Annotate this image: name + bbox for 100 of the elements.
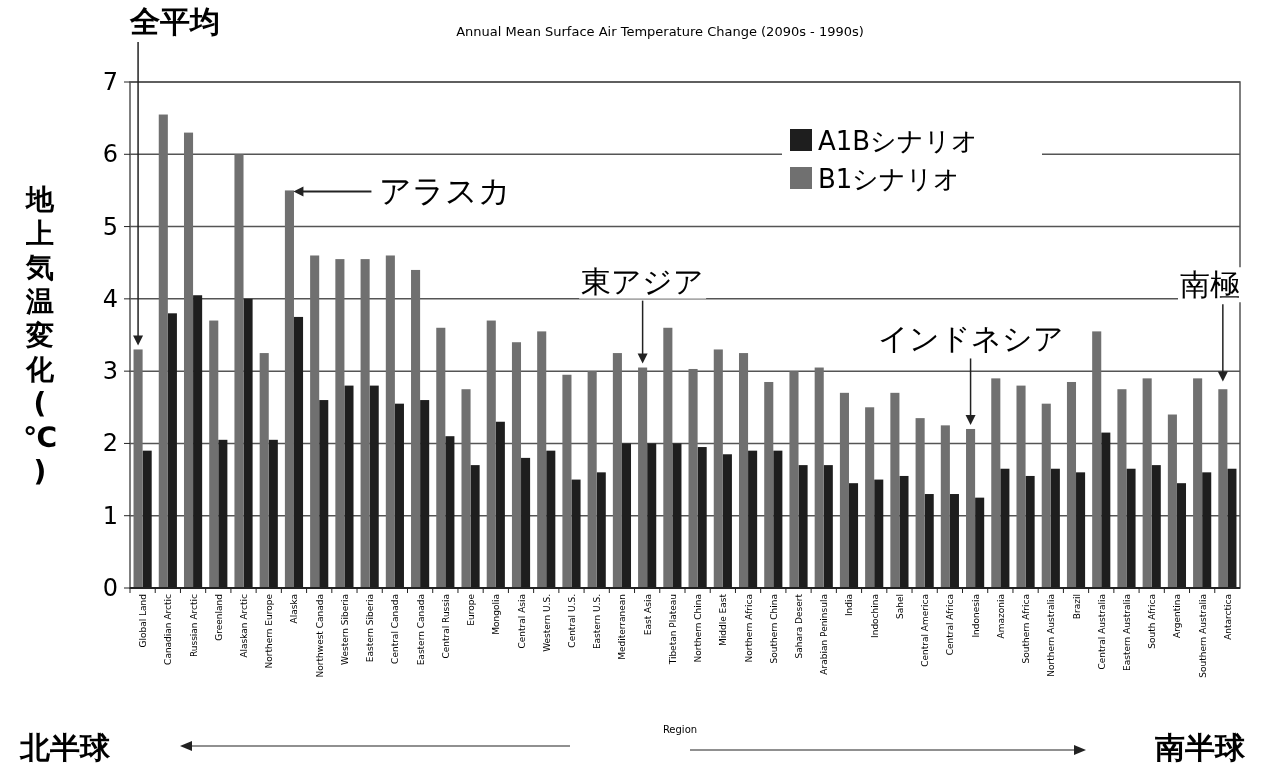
bar: [537, 331, 547, 588]
x-tick-label: Middle East: [718, 593, 729, 647]
x-tick-label: Western U.S.: [541, 594, 552, 652]
x-tick-label: Alaska: [289, 594, 300, 624]
bar: [310, 255, 320, 588]
x-tick-label: Central U.S.: [566, 594, 577, 648]
bar: [284, 190, 294, 588]
x-tick-label: Eastern Siberia: [365, 594, 376, 663]
bar: [789, 371, 799, 588]
bar: [385, 255, 395, 588]
x-axis-title: Region: [662, 724, 698, 735]
x-tick-label: Sahel: [894, 594, 905, 619]
bar: [764, 381, 774, 588]
x-tick-label: Western Siberia: [339, 594, 350, 665]
x-tick-label: Northwest Canada: [314, 594, 325, 678]
x-tick-label: Central Africa: [945, 594, 956, 656]
bar: [814, 367, 824, 588]
bar: [486, 320, 496, 588]
bar: [839, 392, 849, 588]
x-tick-label: Central America: [920, 594, 931, 667]
text: 南半球: [1155, 730, 1246, 765]
x-tick-label: Alaskan Arctic: [239, 593, 250, 658]
x-tick-label: Europe: [466, 593, 477, 626]
bar: [511, 342, 522, 588]
bar: [1142, 378, 1152, 588]
x-tick-label: South Africa: [1147, 594, 1158, 649]
bar: [133, 349, 143, 588]
x-tick-label: Tibetan Plateau: [667, 594, 678, 666]
text: 北半球: [19, 730, 111, 765]
x-tick-label: Northern Australia: [1046, 594, 1057, 677]
bar: [638, 367, 648, 588]
annotation: 南極: [1180, 267, 1240, 303]
x-tick-label: Amazonia: [995, 594, 1006, 639]
x-tick-label: Eastern U.S.: [592, 594, 603, 650]
bar: [940, 425, 950, 588]
x-tick-label: Mongolia: [491, 594, 502, 635]
bar: [738, 353, 749, 588]
bar: [234, 154, 244, 588]
bar: [335, 259, 345, 588]
bar: [991, 378, 1001, 588]
bar: [158, 114, 168, 588]
x-tick-label: East Asia: [642, 594, 653, 636]
x-tick-label: Northern Europe: [264, 593, 275, 669]
x-tick-label: India: [844, 594, 855, 617]
bar: [966, 428, 976, 588]
legend-label: A1Bシナリオ: [818, 126, 979, 156]
x-tick-label: Global Land: [138, 594, 149, 648]
x-tick-label: Northern Africa: [743, 594, 754, 663]
bar: [663, 327, 673, 588]
bar: [209, 320, 219, 588]
y-tick-label: 3: [102, 357, 118, 386]
bar: [436, 327, 446, 588]
x-tick-label: Eastern Canada: [415, 594, 426, 666]
x-tick-label: Indonesia: [970, 594, 981, 638]
x-tick-label: Central Russia: [440, 594, 451, 659]
y-tick-label: 1: [102, 501, 118, 530]
bar: [890, 392, 900, 588]
x-tick-label: Central Asia: [516, 594, 527, 649]
bar: [1117, 389, 1127, 588]
bar: [688, 368, 698, 588]
x-tick-label: Brazil: [1071, 594, 1082, 620]
bar: [461, 389, 471, 588]
bar: [562, 374, 572, 588]
text: 地上気温変化(℃): [23, 183, 57, 488]
x-tick-label: Indochina: [869, 594, 880, 638]
x-tick-label: Russian Arctic: [188, 593, 199, 658]
bar: [1016, 385, 1026, 588]
x-tick-label: Eastern Australia: [1121, 594, 1132, 671]
bar: [612, 353, 622, 588]
bar: [259, 353, 269, 588]
bar: [1193, 378, 1203, 588]
bar: [411, 269, 421, 588]
bar: [1066, 381, 1077, 588]
bar: [915, 418, 925, 588]
annotation: インドネシア: [877, 321, 1064, 357]
y-tick-label: 6: [102, 140, 118, 169]
x-tick-label: Central Australia: [1096, 594, 1107, 670]
annotation: アラスカ: [379, 172, 512, 211]
annotation: 東アジア: [581, 263, 705, 299]
y-tick-label: 2: [102, 429, 118, 458]
bar: [713, 349, 723, 588]
x-tick-label: Southern Africa: [1021, 594, 1032, 664]
x-tick-label: Mediterranean: [617, 594, 628, 660]
x-tick-label: Greenland: [213, 594, 224, 641]
bar: [360, 259, 370, 588]
x-tick-label: Central Canada: [390, 594, 401, 664]
x-tick-label: Canadian Arctic: [163, 593, 174, 665]
bar: [587, 371, 597, 588]
y-tick-label: 5: [102, 212, 118, 241]
y-tick-label: 4: [102, 284, 118, 313]
x-tick-label: Arabian Peninsula: [819, 594, 830, 675]
y-tick-label: 0: [102, 574, 118, 602]
x-tick-label: Southern Australia: [1197, 594, 1208, 678]
legend-label: B1シナリオ: [818, 164, 961, 194]
y-tick-label: 7: [102, 68, 118, 96]
text: 全平均: [129, 4, 221, 39]
bar: [865, 407, 875, 588]
x-tick-label: Southern China: [768, 594, 779, 664]
bar: [1041, 403, 1051, 588]
bar: [1218, 389, 1228, 588]
